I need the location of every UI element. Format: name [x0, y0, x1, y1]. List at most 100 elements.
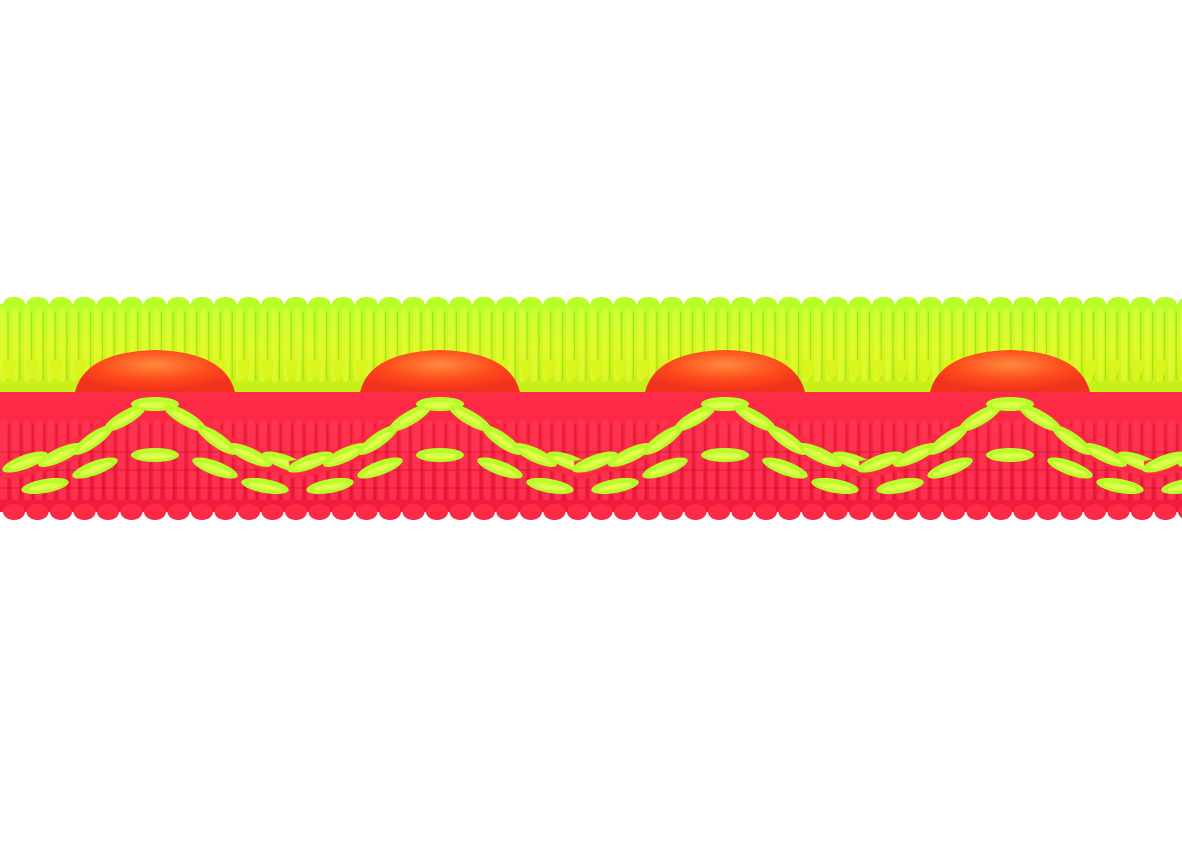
lime-leaf-highlight: [739, 409, 771, 429]
lime-drop: [848, 360, 862, 380]
bottom-loop: [402, 504, 425, 520]
bottom-loop: [778, 504, 801, 520]
lime-leaf-highlight: [328, 447, 362, 465]
bottom-loop: [50, 504, 72, 520]
top-loop: [661, 297, 683, 311]
lime-leaf-highlight: [43, 447, 77, 465]
lime-drop: [1153, 360, 1168, 380]
top-loop: [261, 297, 284, 311]
top-loop: [943, 297, 965, 311]
bottom-loop: [919, 504, 942, 520]
top-loop: [896, 297, 918, 311]
lime-leaf-highlight: [78, 430, 108, 452]
lime-drop: [237, 360, 251, 380]
lime-drop: [1083, 360, 1097, 380]
lime-drop: [871, 360, 886, 380]
bottom-loop: [261, 504, 284, 520]
bottom-loop: [802, 504, 824, 520]
lime-rib: [271, 308, 278, 382]
top-loop: [214, 297, 237, 311]
lime-rib: [295, 308, 301, 382]
lime-leaf-highlight: [487, 430, 517, 452]
red-rib: [1026, 420, 1034, 500]
bottom-loop: [1178, 505, 1182, 519]
lime-drop: [25, 360, 40, 380]
top-loop: [3, 297, 25, 311]
bottom-loop: [214, 504, 237, 520]
bottom-loop: [26, 504, 49, 520]
lime-drop: [824, 360, 839, 380]
top-loop: [990, 297, 1012, 311]
lime-rib: [790, 308, 797, 382]
red-rib: [188, 420, 196, 500]
lime-drop: [331, 360, 345, 380]
lime-leaf-highlight: [882, 482, 918, 492]
lime-drop: [801, 360, 815, 380]
top-loop: [26, 297, 49, 311]
lime-leaf-highlight: [363, 430, 393, 452]
bottom-loop: [661, 504, 683, 520]
bottom-loop: [285, 504, 307, 520]
lime-rib: [531, 308, 537, 382]
bottom-loop: [1154, 504, 1177, 520]
lime-leaf-highlight: [597, 482, 633, 492]
top-loop: [167, 297, 190, 311]
lime-rib: [578, 308, 585, 382]
top-loop: [778, 297, 801, 311]
bottom-loop: [144, 504, 166, 520]
lime-rib: [601, 308, 608, 382]
bottom-loop: [191, 504, 213, 520]
top-loop: [543, 297, 566, 311]
orange-dome: [930, 350, 1090, 392]
red-rib: [177, 420, 184, 500]
lime-leaf-highlight: [532, 482, 568, 492]
red-rib: [755, 420, 763, 500]
bottom-loop: [708, 504, 730, 520]
orange-dome: [360, 350, 520, 392]
top-loop: [97, 297, 119, 311]
lime-leaf-highlight: [202, 430, 232, 452]
lime-leaf-highlight: [454, 409, 486, 429]
top-loop: [567, 297, 589, 311]
lime-rib: [908, 308, 915, 382]
top-loop: [50, 297, 72, 311]
lime-leaf-highlight: [768, 462, 802, 476]
lime-leaf-highlight: [992, 453, 1028, 459]
red-scallop-edge: [3, 504, 1182, 520]
lime-drop: [1106, 360, 1121, 380]
bottom-loop: [990, 504, 1012, 520]
lime-drop: [566, 360, 580, 380]
lime-leaf-highlight: [1057, 430, 1087, 452]
top-loop: [614, 297, 636, 311]
red-rib: [460, 420, 468, 500]
bottom-loop: [3, 504, 25, 520]
lime-rib: [507, 308, 514, 382]
red-rib: [401, 420, 409, 500]
lime-leaf-highlight: [518, 447, 552, 465]
lime-leaf-highlight: [898, 447, 932, 465]
top-loop: [1178, 298, 1182, 310]
top-loop: [73, 297, 96, 311]
lime-leaf-highlight: [817, 482, 853, 492]
top-loop: [1060, 297, 1083, 311]
bottom-loop: [120, 504, 143, 520]
bottom-loop: [520, 504, 542, 520]
bottom-loop: [1013, 504, 1036, 520]
lime-drop: [49, 360, 63, 380]
lime-leaf-highlight: [933, 430, 963, 452]
bottom-loop: [543, 504, 566, 520]
lime-leaf-highlight: [803, 447, 837, 465]
top-loop: [966, 297, 989, 311]
lime-drop: [613, 360, 627, 380]
top-loop: [802, 297, 824, 311]
lime-drop: [284, 360, 298, 380]
bottom-loop: [332, 504, 354, 520]
top-loop: [1037, 297, 1059, 311]
red-rib: [129, 420, 137, 500]
lime-leaf-highlight: [137, 453, 173, 459]
bottom-loop: [896, 504, 918, 520]
lime-rib: [1168, 308, 1175, 382]
lime-leaf-highlight: [363, 462, 397, 476]
lime-drop: [589, 360, 604, 380]
lime-leaf-highlight: [1167, 482, 1182, 492]
